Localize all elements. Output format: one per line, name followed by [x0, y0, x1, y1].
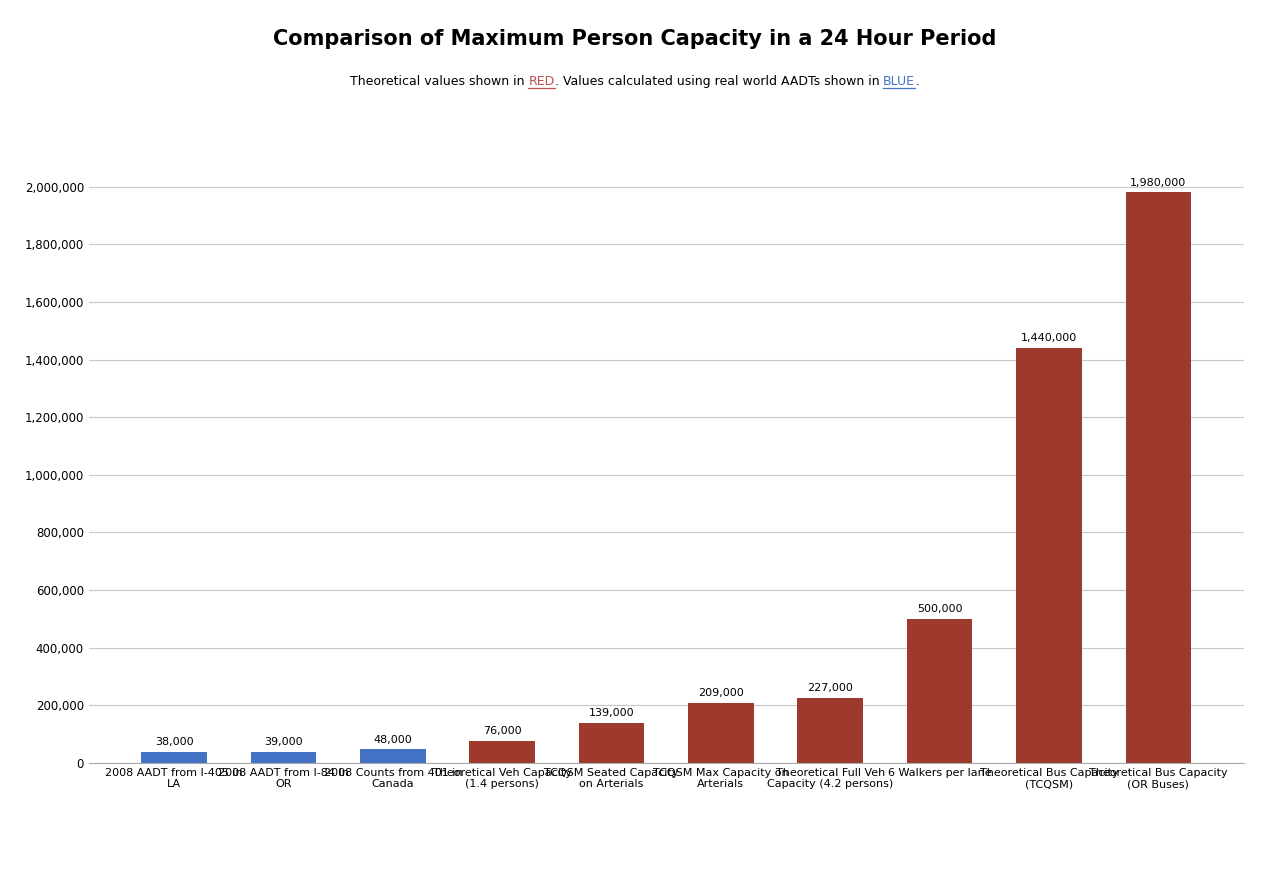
Text: 227,000: 227,000 — [807, 683, 853, 693]
Text: RED: RED — [528, 75, 555, 88]
Text: 1,980,000: 1,980,000 — [1131, 178, 1187, 188]
Bar — [1016, 348, 1081, 763]
Text: 76,000: 76,000 — [483, 726, 522, 737]
Bar — [360, 749, 425, 763]
Text: 209,000: 209,000 — [698, 688, 744, 698]
Text: 1,440,000: 1,440,000 — [1020, 333, 1077, 344]
Bar — [470, 741, 536, 763]
Text: 48,000: 48,000 — [373, 735, 412, 745]
Bar — [907, 619, 972, 763]
Bar — [797, 697, 863, 763]
Text: .: . — [915, 75, 919, 88]
Bar — [688, 702, 754, 763]
Text: BLUE: BLUE — [883, 75, 915, 88]
Bar — [579, 723, 645, 763]
Bar — [251, 752, 316, 763]
Bar — [1126, 192, 1192, 763]
Text: Theoretical values shown in: Theoretical values shown in — [350, 75, 528, 88]
Text: 139,000: 139,000 — [589, 709, 634, 718]
Text: Comparison of Maximum Person Capacity in a 24 Hour Period: Comparison of Maximum Person Capacity in… — [273, 30, 996, 49]
Text: 39,000: 39,000 — [264, 738, 303, 747]
Text: . Values calculated using real world AADTs shown in: . Values calculated using real world AAD… — [555, 75, 883, 88]
Bar — [141, 752, 207, 763]
Text: 500,000: 500,000 — [917, 604, 962, 614]
Text: 38,000: 38,000 — [155, 738, 193, 747]
